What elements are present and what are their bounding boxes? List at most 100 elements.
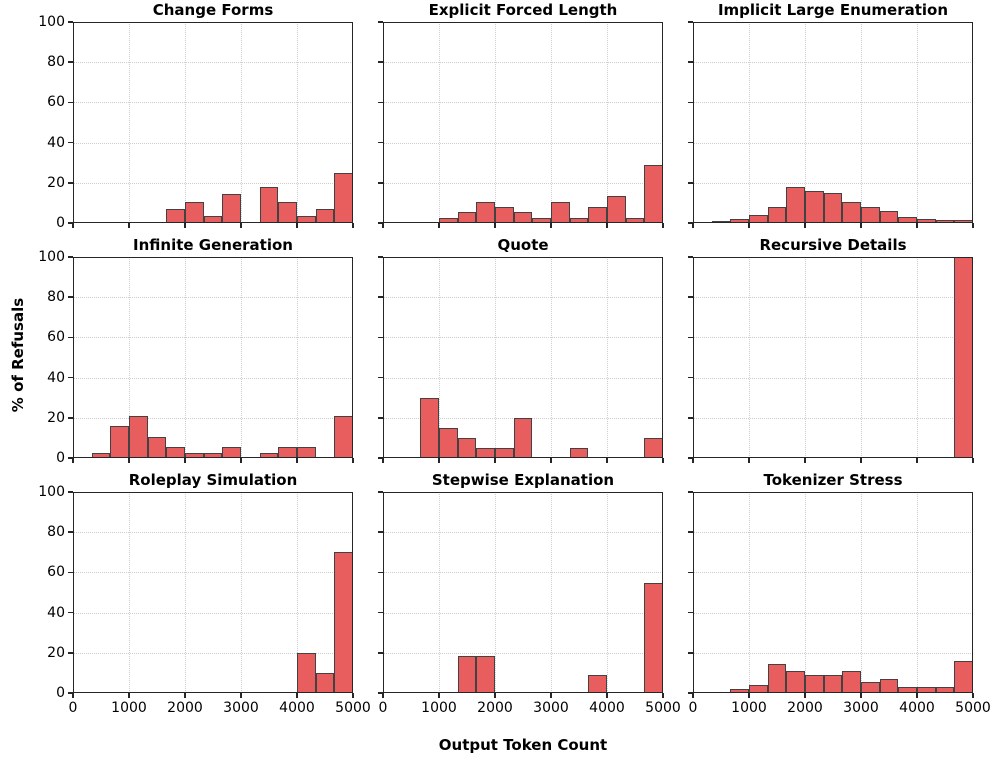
histogram-bar xyxy=(644,437,663,458)
histogram-bar xyxy=(147,436,167,458)
gridline-vertical xyxy=(861,257,862,458)
gridline-horizontal xyxy=(693,612,973,614)
gridline-horizontal xyxy=(73,297,353,299)
gridline-horizontal xyxy=(693,142,973,144)
x-tick-mark xyxy=(692,223,694,228)
x-tick-label: 5000 xyxy=(645,700,681,716)
x-tick-mark xyxy=(748,693,750,698)
gridline-vertical xyxy=(185,492,186,693)
histogram-bar xyxy=(297,215,316,223)
subplot-title: Change Forms xyxy=(152,1,274,19)
y-tick-mark xyxy=(378,376,383,379)
histogram-bar xyxy=(954,219,973,223)
subplot-title: Recursive Details xyxy=(759,236,907,254)
y-tick-label: 0 xyxy=(56,215,65,231)
gridline-vertical xyxy=(551,257,552,458)
histogram-bar xyxy=(935,686,955,693)
y-tick-mark xyxy=(68,531,73,533)
subplot-title: Tokenizer Stress xyxy=(763,471,903,489)
gridline-horizontal xyxy=(383,102,663,104)
x-tick-mark xyxy=(804,458,806,463)
y-tick-mark xyxy=(68,571,73,574)
gridline-horizontal xyxy=(73,377,353,379)
gridline-vertical xyxy=(129,492,130,693)
histogram-bar xyxy=(222,194,241,223)
gridline-vertical xyxy=(439,22,440,223)
x-tick-mark xyxy=(692,458,694,463)
subplot-infinite-generation: Infinite Generation 0 20 40 60 80 100 xyxy=(38,235,354,465)
gridline-vertical xyxy=(861,22,862,223)
histogram-bar xyxy=(644,583,663,693)
histogram-bar xyxy=(278,447,297,458)
x-tick-mark xyxy=(916,693,918,698)
subplot-roleplay-simulation: Roleplay Simulation 0 20 40 60 80 100 0 1000 2000… xyxy=(38,470,371,715)
gridline-vertical xyxy=(297,257,298,458)
histogram-bar xyxy=(588,674,607,693)
histogram-bar xyxy=(767,206,787,223)
gridline-vertical xyxy=(129,257,130,458)
y-tick-mark xyxy=(68,256,73,258)
x-tick-mark xyxy=(662,693,664,698)
x-axis-label: Output Token Count xyxy=(438,736,608,754)
histogram-bar xyxy=(334,415,353,458)
plot-border xyxy=(383,22,663,223)
subplot-title: Stepwise Explanation xyxy=(431,471,615,489)
x-tick-label: 2000 xyxy=(787,700,823,716)
x-tick-mark xyxy=(128,223,130,228)
y-tick-mark xyxy=(688,336,693,339)
x-tick-mark xyxy=(296,693,298,698)
subplot-stepwise-explanation: Stepwise Explanation 0 1000 2000 3000 4000 500… xyxy=(378,470,681,715)
y-tick-label: 40 xyxy=(47,369,65,386)
histogram-bar xyxy=(166,447,185,458)
histogram-bar xyxy=(569,447,589,458)
x-tick-label: 1000 xyxy=(731,700,767,716)
y-tick-mark xyxy=(688,491,693,493)
histogram-bar xyxy=(476,201,495,223)
x-tick-mark xyxy=(606,693,608,698)
gridline-vertical xyxy=(805,257,806,458)
x-tick-mark xyxy=(494,223,496,228)
y-tick-mark xyxy=(68,457,73,459)
histogram-bar xyxy=(730,219,749,223)
x-tick-mark xyxy=(184,458,186,463)
histogram-bar xyxy=(513,212,533,223)
x-tick-label: 5000 xyxy=(335,700,371,716)
y-tick-mark xyxy=(378,457,383,459)
x-tick-label: 5000 xyxy=(955,700,991,716)
y-tick-label: 100 xyxy=(38,249,65,265)
plot-area xyxy=(688,21,974,228)
y-tick-label: 80 xyxy=(47,54,65,71)
gridline-horizontal xyxy=(693,652,973,654)
y-tick-label: 0 xyxy=(56,450,65,466)
y-tick-mark xyxy=(688,182,693,184)
plot-border xyxy=(693,492,973,693)
histogram-bar xyxy=(767,663,787,693)
y-tick-mark xyxy=(378,571,383,574)
gridline-vertical xyxy=(607,22,608,223)
histogram-bar xyxy=(786,670,805,693)
x-tick-mark xyxy=(860,458,862,463)
x-tick-mark xyxy=(662,223,664,228)
histogram-bar xyxy=(129,415,148,458)
y-tick-mark xyxy=(378,256,383,258)
x-tick-mark xyxy=(352,458,354,463)
subplot-change-forms: Change Forms 0 20 40 60 80 100 xyxy=(38,0,354,230)
gridline-horizontal xyxy=(73,532,353,534)
y-tick-mark xyxy=(378,61,383,63)
histogram-bar xyxy=(166,208,185,223)
gridline-vertical xyxy=(241,22,242,223)
y-tick-mark xyxy=(688,376,693,379)
y-tick-mark xyxy=(378,491,383,493)
plot-border xyxy=(383,492,663,693)
gridline-horizontal xyxy=(383,652,663,654)
plot-area: 0 20 40 60 80 100 xyxy=(38,250,354,465)
histogram-bar xyxy=(457,212,477,223)
y-tick-mark xyxy=(688,101,693,104)
x-tick-mark xyxy=(128,458,130,463)
histogram-bar xyxy=(495,447,514,458)
plot-area: 0 20 40 60 80 100 0 1000 2000 3000 4000 5000 xyxy=(38,485,371,715)
histogram-bar xyxy=(278,201,297,223)
subplot-tokenizer-stress: Tokenizer Stress 0 1000 2000 3000 4000 5000 xyxy=(688,470,991,715)
gridline-horizontal xyxy=(73,417,353,419)
histogram-bar xyxy=(954,257,973,458)
